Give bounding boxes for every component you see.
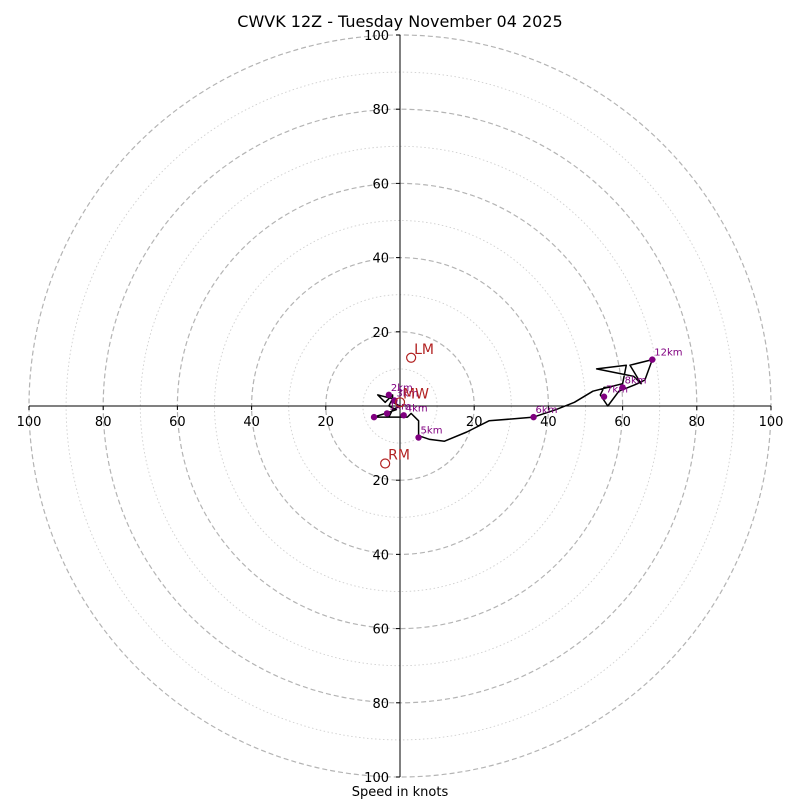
y-tick-label: 60 — [372, 177, 389, 192]
height-marker-dot — [600, 393, 608, 400]
height-marker-dot — [400, 412, 407, 419]
storm-motion-label: LM — [414, 342, 434, 358]
y-tick-label: 60 — [372, 623, 389, 638]
storm-motion-marker — [380, 458, 391, 469]
height-marker-dot — [649, 356, 656, 363]
height-marker-label: 4km — [406, 403, 428, 414]
x-tick-label: 80 — [95, 415, 112, 430]
height-marker-label: 2km — [391, 383, 413, 394]
storm-motion-marker — [394, 397, 406, 408]
x-tick-label: 40 — [540, 415, 557, 430]
storm-motion-markers: LM MW RM — [380, 342, 434, 469]
storm-motion-label: RM — [388, 448, 410, 464]
x-tick-label: 60 — [169, 415, 186, 430]
x-tick-label: 100 — [17, 415, 42, 430]
y-tick-label: 100 — [364, 771, 389, 786]
x-tick-label: 100 — [759, 415, 784, 430]
tick-labels: 100 80 60 40 20 20 40 60 80 100100806040202040608… — [17, 29, 784, 786]
height-marker-dot — [385, 391, 393, 399]
y-tick-label: 20 — [372, 326, 389, 341]
height-marker-label: 8km — [625, 375, 647, 386]
y-tick-label: 40 — [372, 548, 389, 563]
chart-title: CWVK 12Z - Tuesday November 04 2025 — [237, 12, 562, 31]
y-tick-label: 20 — [372, 474, 389, 489]
x-tick-label: 20 — [318, 415, 335, 430]
x-tick-label: 40 — [243, 415, 260, 430]
height-marker-dot — [370, 413, 378, 421]
y-tick-label: 80 — [372, 697, 389, 712]
height-marker-dot — [383, 410, 391, 417]
height-marker-label: 5km — [421, 426, 443, 437]
storm-motion-marker — [406, 352, 417, 363]
height-marker-dot — [530, 413, 537, 421]
storm-motion-label: MW — [403, 386, 429, 402]
height-marker-label: 3km — [396, 388, 418, 399]
height-marker-label: 7km — [606, 385, 628, 396]
height-marker-label: 6km — [536, 405, 558, 416]
height-marker-dot — [415, 434, 422, 441]
y-tick-label: 80 — [372, 103, 389, 118]
x-tick-label: 60 — [614, 415, 631, 430]
x-axis-label: Speed in knots — [352, 785, 449, 800]
height-marker-label: 12km — [654, 348, 682, 359]
y-tick-label: 100 — [364, 29, 389, 44]
x-tick-label: 80 — [689, 415, 706, 430]
height-marker-dot — [619, 384, 626, 391]
y-tick-label: 40 — [372, 252, 389, 267]
